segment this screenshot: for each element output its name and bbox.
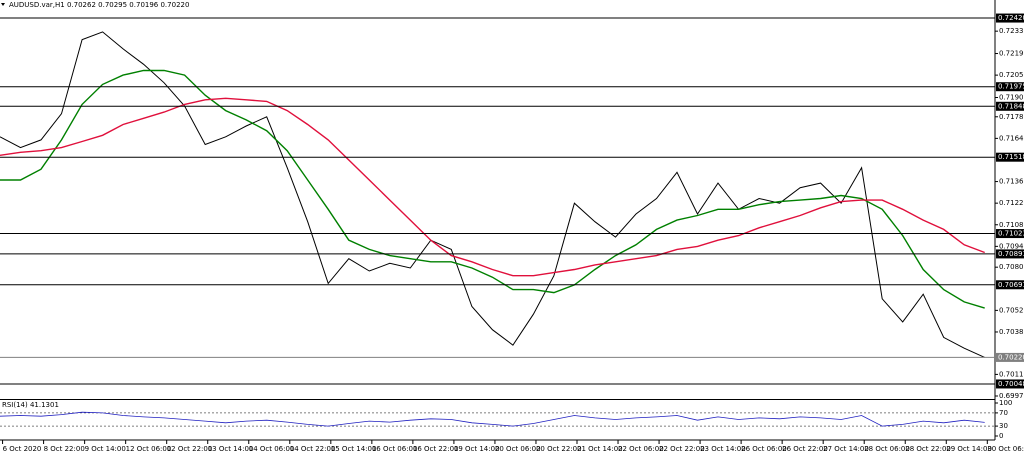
- rsi-tick-label: 0: [999, 432, 1003, 440]
- y-tick-label: 0.70805: [999, 263, 1024, 271]
- x-tick-label: 30 Oct 06:00: [987, 445, 1024, 453]
- y-tick-label: 0.71905: [999, 93, 1024, 101]
- x-tick-label: 16 Oct 06:00: [372, 445, 418, 453]
- menu-arrow: [1, 3, 5, 6]
- x-tick-label: 22 Oct 06:00: [618, 445, 664, 453]
- current-price-badge: [996, 352, 1024, 362]
- x-tick-label: 22 Oct 22:00: [659, 445, 705, 453]
- level-badge: [996, 280, 1024, 290]
- x-tick-label: 26 Oct 06:00: [741, 445, 787, 453]
- rsi-tick-label: 100: [999, 399, 1012, 407]
- level-label: 0.71023: [998, 230, 1024, 238]
- series-line: [0, 31, 985, 358]
- chart-title: AUDUSD.var,H1 0.70262 0.70295 0.70196 0.…: [9, 1, 189, 9]
- level-badge: [996, 82, 1024, 92]
- rsi-tick-label: 70: [999, 409, 1008, 417]
- series-line: [0, 97, 985, 277]
- x-tick-label: 26 Oct 22:00: [782, 445, 828, 453]
- level-badge: [996, 13, 1024, 23]
- y-tick-label: 0.70525: [999, 306, 1024, 314]
- level-label: 0.70891: [998, 250, 1024, 258]
- x-tick-label: 12 Oct 22:00: [167, 445, 213, 453]
- x-tick-label: 13 Oct 14:00: [208, 445, 254, 453]
- rsi-line: [0, 411, 985, 427]
- y-tick-label: 0.72335: [999, 27, 1024, 35]
- level-badge: [996, 249, 1024, 259]
- level-label: 0.70691: [998, 281, 1024, 289]
- rsi-tick-label: 30: [999, 422, 1008, 430]
- level-label: 0.70048: [998, 380, 1024, 388]
- current-price-label: 0.70220: [998, 353, 1024, 361]
- x-tick-label: 29 Oct 14:00: [946, 445, 992, 453]
- y-tick-label: 0.69970: [999, 392, 1024, 400]
- level-label: 0.71975: [998, 83, 1024, 91]
- x-tick-label: 19 Oct 14:00: [454, 445, 500, 453]
- level-label: 0.71518: [998, 153, 1024, 161]
- x-tick-label: 28 Oct 22:00: [905, 445, 951, 453]
- rsi-label: RSI(14) 41.1301: [2, 401, 59, 409]
- x-tick-label: 12 Oct 06:00: [126, 445, 172, 453]
- level-label: 0.71848: [998, 102, 1024, 110]
- x-tick-label: 20 Oct 22:00: [536, 445, 582, 453]
- x-tick-label: 8 Oct 22:00: [44, 445, 85, 453]
- x-tick-label: 14 Oct 22:00: [290, 445, 336, 453]
- x-tick-label: 23 Oct 14:00: [700, 445, 746, 453]
- level-badge: [996, 379, 1024, 389]
- x-tick-label: 6 Oct 2020: [3, 445, 42, 453]
- x-tick-label: 21 Oct 14:00: [577, 445, 623, 453]
- x-tick-label: 15 Oct 14:00: [331, 445, 377, 453]
- series-line: [0, 69, 985, 309]
- x-tick-label: 14 Oct 06:00: [249, 445, 295, 453]
- x-tick-label: 27 Oct 14:00: [823, 445, 869, 453]
- x-tick-label: 9 Oct 14:00: [85, 445, 126, 453]
- x-tick-label: 20 Oct 06:00: [495, 445, 541, 453]
- level-badge: [996, 152, 1024, 162]
- x-tick-label: 28 Oct 06:00: [864, 445, 910, 453]
- level-badge: [996, 229, 1024, 239]
- level-badge: [996, 101, 1024, 111]
- x-tick-label: 16 Oct 22:00: [413, 445, 459, 453]
- y-tick-label: 0.70385: [999, 328, 1024, 336]
